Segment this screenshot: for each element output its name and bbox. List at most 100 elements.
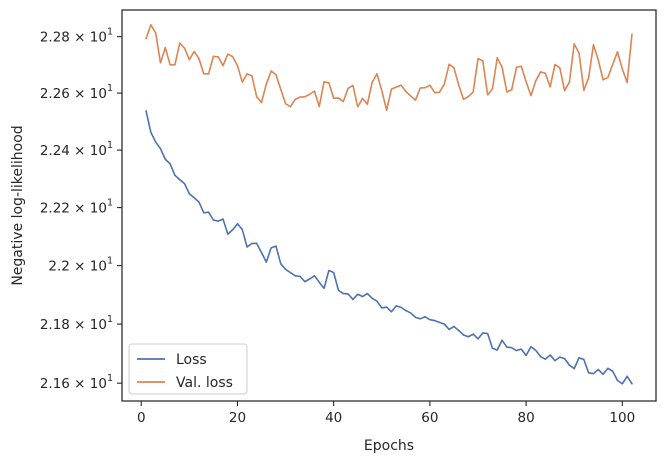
data-point-val-loss — [371, 81, 373, 84]
data-point-val-loss — [409, 95, 412, 97]
data-point-loss — [405, 309, 407, 312]
data-point-loss — [352, 298, 354, 301]
data-point-val-loss — [559, 66, 561, 69]
data-point-val-loss — [203, 73, 205, 75]
data-point-val-loss — [323, 81, 325, 83]
data-point-loss — [535, 349, 537, 352]
data-point-val-loss — [482, 60, 484, 62]
data-point-val-loss — [583, 89, 585, 91]
axes-layer: 0 20 40 60 80 100 2.16 × 101 2.18 × 101 2.2 × 1… — [10, 9, 657, 454]
data-point-loss — [183, 182, 186, 185]
legend-label-val-loss: Val. loss — [176, 375, 233, 391]
data-point-val-loss — [578, 52, 580, 54]
data-point-loss — [400, 306, 402, 309]
data-point-loss — [597, 368, 599, 371]
data-point-loss — [525, 354, 527, 357]
data-point-loss — [395, 305, 397, 307]
data-point-loss — [246, 246, 248, 248]
data-point-loss — [361, 295, 364, 298]
data-point-val-loss — [390, 88, 393, 90]
data-point-loss — [424, 316, 426, 318]
data-point-val-loss — [357, 106, 359, 108]
data-point-val-loss — [275, 74, 277, 76]
data-point-val-loss — [424, 87, 426, 89]
data-point-loss — [390, 311, 393, 313]
data-point-val-loss — [443, 83, 446, 85]
data-point-val-loss — [361, 97, 364, 100]
data-point-loss — [284, 268, 287, 271]
data-point-loss — [414, 316, 417, 319]
data-point-val-loss — [554, 63, 556, 66]
data-point-loss — [347, 293, 349, 295]
plot-layer — [145, 24, 633, 385]
data-point-loss — [299, 275, 301, 278]
data-point-loss — [236, 223, 239, 225]
data-point-loss — [174, 174, 176, 177]
data-point-val-loss — [179, 42, 181, 44]
data-point-loss — [616, 379, 619, 382]
data-point-loss — [385, 306, 388, 308]
x-tick-label: 0 — [137, 410, 146, 426]
data-point-loss — [520, 348, 522, 350]
data-point-val-loss — [207, 73, 210, 75]
data-point-loss — [150, 131, 152, 134]
data-point-val-loss — [289, 106, 292, 108]
series-points-loss — [145, 110, 633, 385]
series-line-val-loss — [145, 24, 633, 111]
legend-label-loss: Loss — [176, 352, 207, 368]
data-point-val-loss — [607, 76, 609, 79]
data-point-val-loss — [188, 59, 191, 61]
data-point-val-loss — [395, 86, 397, 88]
data-point-val-loss — [405, 90, 407, 93]
data-point-val-loss — [366, 103, 369, 105]
data-point-loss — [587, 372, 590, 374]
data-point-loss — [549, 354, 551, 356]
data-point-loss — [371, 297, 373, 299]
data-point-val-loss — [376, 73, 378, 75]
y-tick-label: 2.26 × 101 — [40, 83, 113, 102]
data-point-val-loss — [308, 93, 311, 95]
data-point-loss — [530, 346, 532, 348]
data-point-val-loss — [434, 91, 436, 94]
y-tick-label: 2.28 × 101 — [40, 27, 113, 46]
data-point-loss — [592, 372, 595, 375]
data-point-loss — [304, 280, 306, 283]
x-tick-label: 20 — [229, 410, 246, 426]
data-point-loss — [544, 358, 547, 360]
data-point-loss — [462, 334, 465, 336]
data-point-val-loss — [448, 63, 450, 65]
data-point-val-loss — [246, 73, 248, 75]
data-point-loss — [169, 163, 171, 165]
data-point-val-loss — [337, 97, 340, 99]
data-point-loss — [256, 242, 258, 245]
data-point-loss — [366, 292, 369, 295]
data-point-val-loss — [154, 32, 157, 34]
data-point-loss — [337, 289, 340, 292]
data-point-val-loss — [260, 101, 263, 104]
data-point-val-loss — [222, 64, 224, 67]
y-tick-label: 2.18 × 101 — [40, 314, 113, 333]
data-point-val-loss — [510, 89, 513, 91]
data-point-val-loss — [621, 68, 624, 70]
data-point-val-loss — [612, 63, 614, 65]
data-point-val-loss — [328, 82, 330, 84]
data-point-val-loss — [304, 96, 306, 98]
data-point-val-loss — [193, 50, 195, 53]
data-point-loss — [448, 328, 450, 331]
data-point-loss — [260, 251, 263, 254]
data-point-loss — [145, 110, 147, 112]
data-point-loss — [554, 359, 556, 362]
data-point-val-loss — [241, 81, 243, 83]
data-point-loss — [612, 370, 614, 373]
data-point-loss — [602, 373, 604, 375]
series-points-val-loss — [145, 24, 633, 111]
y-tick-label: 2.22 × 101 — [40, 198, 113, 217]
data-point-loss — [179, 178, 181, 181]
data-point-loss — [217, 220, 219, 222]
data-point-val-loss — [486, 94, 489, 96]
data-point-val-loss — [145, 37, 147, 40]
data-point-loss — [501, 339, 503, 341]
data-point-val-loss — [231, 55, 234, 58]
data-point-val-loss — [284, 102, 287, 105]
y-axis-label: Negative log-likelihood — [10, 125, 26, 285]
